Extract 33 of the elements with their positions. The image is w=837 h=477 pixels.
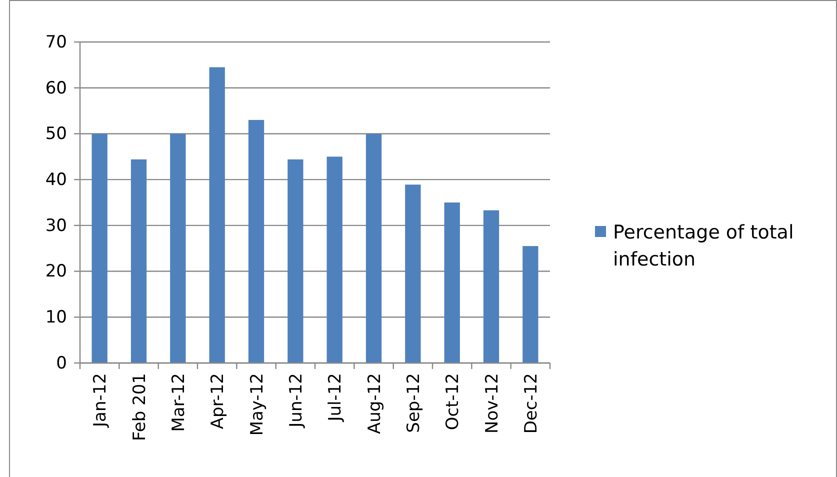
bar <box>366 134 382 363</box>
bar <box>288 159 304 363</box>
y-tick-label: 60 <box>45 78 67 98</box>
bar <box>483 210 500 363</box>
x-tick-label: Oct-12 <box>443 373 464 430</box>
bar <box>405 184 421 363</box>
y-tick-label: 70 <box>45 32 67 52</box>
legend-label: Percentage of total infection <box>613 222 794 270</box>
y-tick-label: 20 <box>45 262 67 282</box>
bar <box>444 202 460 363</box>
y-tick-label: 10 <box>45 308 67 328</box>
bar <box>248 120 264 363</box>
x-tick-label: Sep-12 <box>404 373 424 433</box>
bar <box>170 134 186 363</box>
x-tick-label: Dec-12 <box>521 373 542 434</box>
x-tick-label: Aug-12 <box>364 373 385 434</box>
x-tick-label: Apr-12 <box>208 373 228 430</box>
x-tick-label: Nov-12 <box>482 373 502 434</box>
bar <box>209 67 225 363</box>
x-tick-label: Feb 201 <box>130 373 150 441</box>
y-tick-label: 0 <box>56 353 67 374</box>
y-tick-label: 40 <box>45 170 67 190</box>
x-tick-label: Jun-12 <box>286 373 306 428</box>
y-tick-label: 30 <box>45 216 67 236</box>
x-tick-label: May-12 <box>247 373 268 436</box>
x-tick-label: Mar-12 <box>168 373 189 432</box>
x-tick-label: Jul-12 <box>326 373 346 422</box>
x-tick-label: Jan-12 <box>90 373 111 428</box>
y-tick-label: 50 <box>45 124 67 144</box>
bar <box>326 156 342 363</box>
bar <box>92 134 108 363</box>
bar <box>130 159 147 363</box>
bar <box>522 246 538 363</box>
